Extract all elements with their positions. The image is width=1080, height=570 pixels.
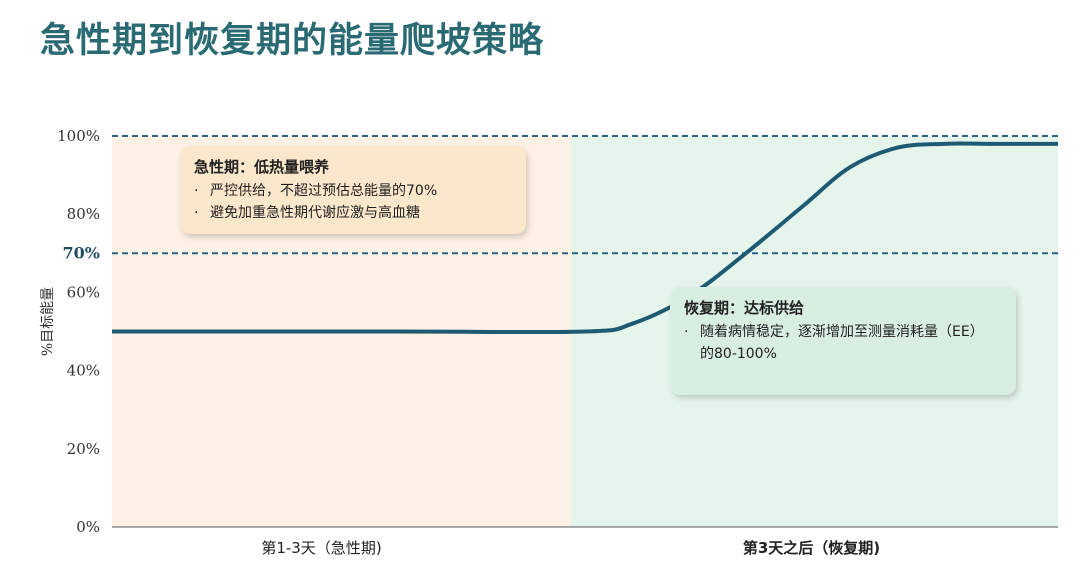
acute-callout-item-text: 避免加重急性期代谢应激与高血糖 <box>210 205 420 221</box>
y-tick-label: 100% <box>57 127 100 145</box>
acute-callout-item: · 避免加重急性期代谢应激与高血糖 <box>194 202 512 224</box>
acute-callout-item: · 严控供给，不超过预估总能量的70% <box>194 180 512 202</box>
acute-callout-title: 急性期：低热量喂养 <box>194 158 330 176</box>
y-tick-label: 20% <box>67 440 100 458</box>
y-tick-label: 70% <box>63 243 100 262</box>
x-tick-label: 第3天之后（恢复期) <box>743 539 880 557</box>
energy-series-line <box>112 141 1058 335</box>
recovery-phase-callout: 恢复期：达标供给 · 随着病情稳定，逐渐增加至测量消耗量（EE） 的80-100% <box>670 287 1016 395</box>
page-title: 急性期到恢复期的能量爬坡策略 <box>40 21 545 61</box>
recovery-callout-item: · 随着病情稳定，逐渐增加至测量消耗量（EE） 的80-100% <box>684 321 1002 365</box>
y-tick-label: 40% <box>67 362 100 380</box>
y-axis-label: %目标能量 <box>40 287 56 356</box>
acute-callout-item-text: 严控供给，不超过预估总能量的70% <box>210 183 438 199</box>
recovery-callout-item-text: 随着病情稳定，逐渐增加至测量消耗量（EE） 的80-100% <box>700 324 984 362</box>
acute-phase-callout: 急性期：低热量喂养 · 严控供给，不超过预估总能量的70% · 避免加重急性期代谢应… <box>180 146 526 234</box>
recovery-callout-title: 恢复期：达标供给 <box>684 299 805 317</box>
x-tick-label: 第1-3天（急性期) <box>261 539 381 557</box>
y-tick-label: 0% <box>76 518 100 536</box>
y-tick-label: 80% <box>67 205 100 223</box>
y-tick-label: 60% <box>67 283 100 301</box>
